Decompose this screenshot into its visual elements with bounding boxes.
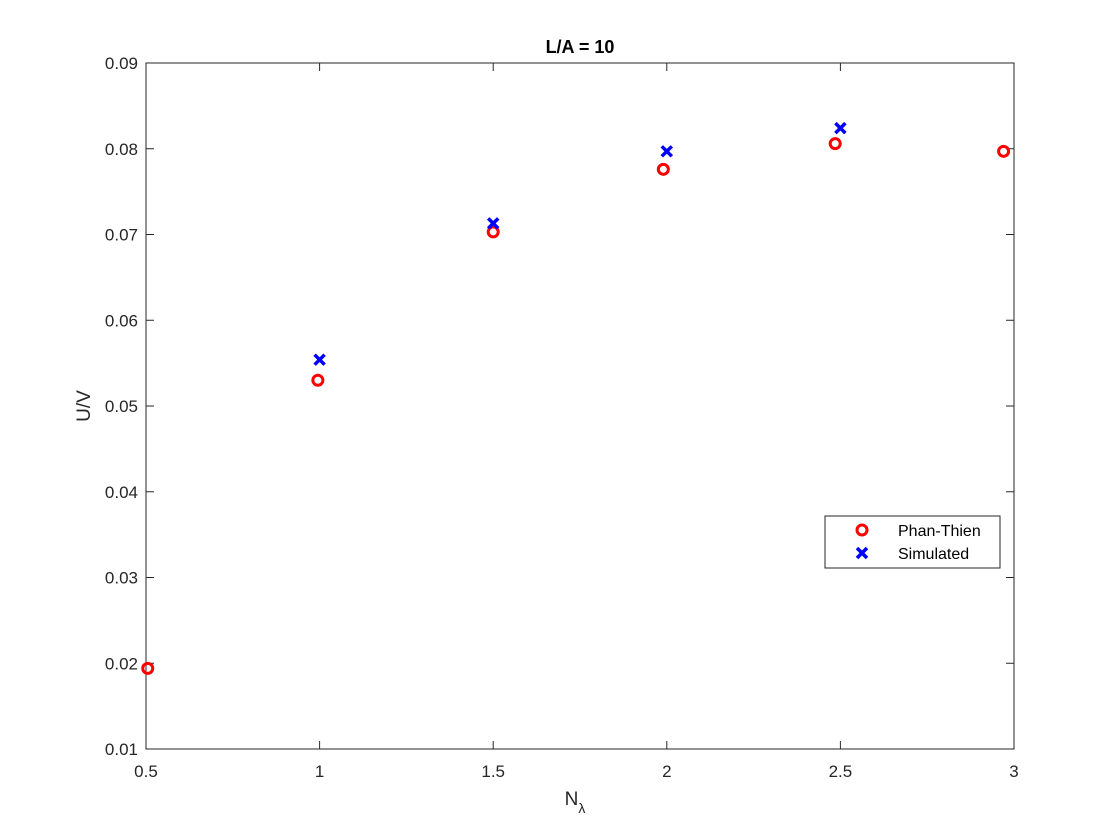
y-tick-label: 0.07 — [105, 226, 138, 245]
chart-title: L/A = 10 — [546, 37, 615, 57]
data-point-phan-thien — [997, 144, 1011, 158]
series-simulated — [313, 121, 847, 366]
legend-marker-simulated — [855, 546, 869, 560]
y-axis-ticks: 0.01 0.02 0.03 0.04 0.05 0.06 0.07 0.08 0.09 — [105, 54, 1014, 759]
y-tick-label: 0.08 — [105, 140, 138, 159]
x-tick-label: 2.5 — [829, 762, 853, 781]
y-tick-label: 0.03 — [105, 569, 138, 588]
y-tick-label: 0.06 — [105, 311, 138, 330]
legend-marker-simulated-glyph — [855, 546, 869, 560]
x-axis-label: Nλ — [565, 789, 586, 816]
y-tick-label: 0.04 — [105, 483, 138, 502]
legend-label-phan-thien: Phan-Thien — [898, 523, 981, 540]
data-point-phan-thien — [141, 661, 155, 675]
series-phan-thien — [141, 137, 1011, 675]
legend-marker-phan-thien — [855, 523, 869, 537]
x-tick-label: 1 — [315, 762, 324, 781]
x-tick-label: 0.5 — [134, 762, 158, 781]
plot-area — [145, 62, 1015, 750]
legend: Phan-Thien Simulated — [824, 515, 1001, 569]
x-tick-label: 3 — [1009, 762, 1018, 781]
y-tick-label: 0.09 — [105, 54, 138, 73]
legend-label-simulated: Simulated — [898, 546, 969, 563]
x-tick-label: 2 — [662, 762, 671, 781]
legend-box — [824, 515, 1001, 569]
series-layer — [141, 121, 1011, 675]
data-point-simulated — [486, 217, 500, 230]
y-axis-label: U/V — [74, 390, 95, 422]
x-tick-label: 1.5 — [481, 762, 505, 781]
data-point-phan-thien — [311, 373, 325, 387]
data-point-phan-thien — [656, 162, 670, 176]
y-tick-label: 0.01 — [105, 740, 138, 759]
data-point-phan-thien — [828, 137, 842, 151]
x-axis-label-subscript: λ — [578, 800, 585, 816]
data-point-simulated — [313, 353, 326, 366]
y-tick-label: 0.02 — [105, 654, 138, 673]
x-axis-ticks: 0.5 1 1.5 2 2.5 3 — [134, 63, 1019, 781]
x-axis-label-main: N — [565, 789, 579, 810]
data-point-phan-thien — [486, 225, 500, 239]
legend-marker-phan-thien-glyph — [855, 523, 869, 537]
y-tick-label: 0.05 — [105, 397, 138, 416]
data-point-simulated — [834, 121, 847, 135]
data-point-simulated — [660, 145, 674, 158]
